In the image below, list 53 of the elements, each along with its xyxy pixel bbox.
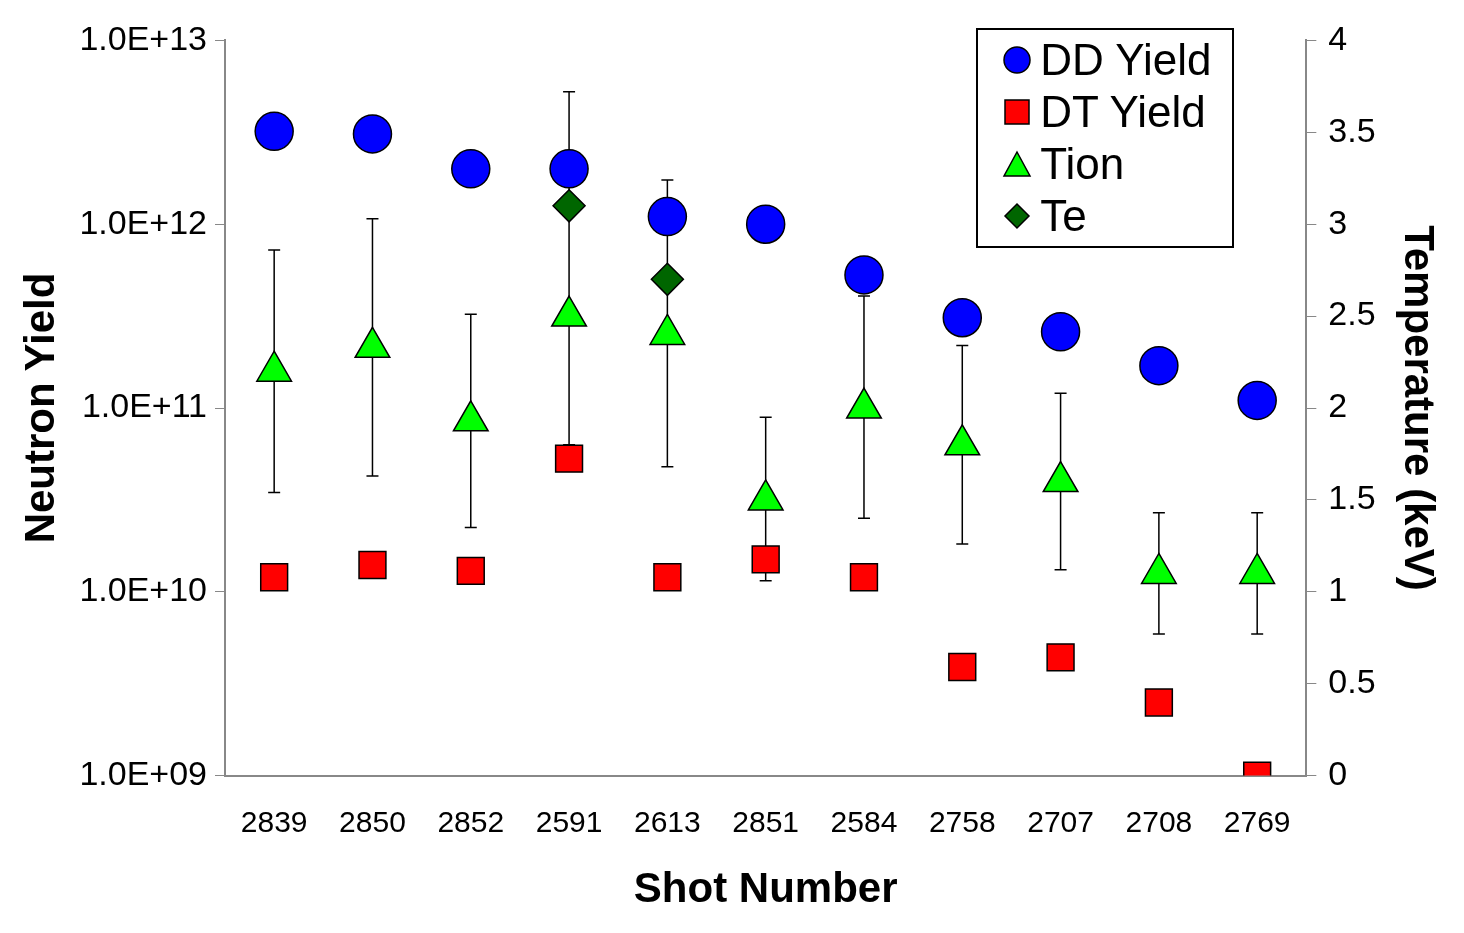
- y-tick-label: 1.0E+12: [79, 202, 208, 241]
- point: [549, 149, 589, 189]
- x-tick-label: 2613: [634, 804, 701, 838]
- y2-tick-label: 0: [1328, 753, 1348, 792]
- y2-tick-label: 4: [1328, 18, 1348, 57]
- point: [849, 563, 879, 592]
- point: [554, 444, 584, 473]
- point: [647, 196, 688, 237]
- point: [1040, 311, 1081, 352]
- legend-label: DD Yield: [1040, 34, 1212, 87]
- x-tick-label: 2707: [1027, 804, 1094, 838]
- point: [1237, 380, 1277, 421]
- legend-label: Te: [1040, 190, 1087, 243]
- x-tick-label: 2850: [339, 804, 406, 838]
- point: [745, 204, 786, 244]
- x-tick-label: 2769: [1223, 804, 1291, 838]
- y-axis-title: Neutron Yield: [15, 272, 63, 544]
- point: [451, 149, 491, 189]
- legend-label: DT Yield: [1040, 86, 1206, 139]
- point: [942, 297, 983, 338]
- point: [456, 556, 485, 586]
- x-tick-label: 2839: [240, 804, 308, 838]
- point: [254, 111, 294, 152]
- y-tick-label: 1.0E+09: [79, 753, 208, 792]
- point: [1139, 345, 1179, 386]
- point: [948, 652, 977, 682]
- y2-tick-label: 2.5: [1328, 294, 1376, 333]
- point: [259, 563, 289, 592]
- point: [751, 545, 780, 574]
- x-axis-title: Shot Number: [633, 864, 898, 912]
- point: [358, 550, 387, 580]
- point: [844, 255, 884, 295]
- y2-tick-label: 1: [1328, 570, 1348, 609]
- y2-axis-title: Temperature (keV): [1396, 225, 1444, 591]
- legend-label: Tion: [1040, 138, 1125, 191]
- point: [653, 563, 682, 592]
- x-tick-label: 2852: [437, 804, 505, 838]
- y2-tick-label: 2: [1328, 386, 1348, 425]
- y-tick-label: 1.0E+10: [79, 570, 208, 609]
- x-tick-label: 2708: [1125, 804, 1193, 838]
- x-tick-label: 2758: [928, 804, 996, 838]
- x-tick-label: 2584: [830, 804, 898, 838]
- point: [352, 114, 393, 154]
- x-tick-label: 2591: [535, 804, 603, 838]
- y-tick-label: 1.0E+13: [79, 18, 208, 57]
- y2-tick-label: 0.5: [1328, 662, 1376, 701]
- y-tick-label: 1.0E+11: [81, 386, 208, 425]
- x-tick-label: 2851: [732, 804, 800, 838]
- point: [1046, 643, 1075, 672]
- y2-tick-label: 1.5: [1328, 478, 1376, 517]
- y2-tick-label: 3: [1328, 202, 1348, 241]
- y2-tick-label: 3.5: [1328, 110, 1376, 149]
- point: [1144, 688, 1174, 717]
